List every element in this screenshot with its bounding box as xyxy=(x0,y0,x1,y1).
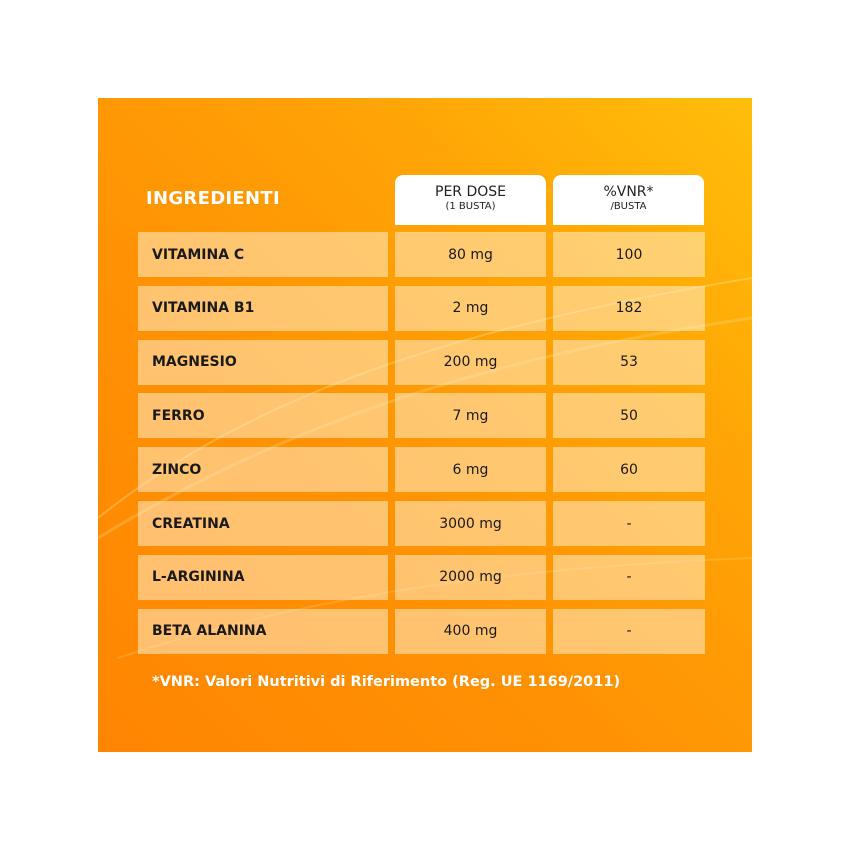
dose-value: 80 mg xyxy=(395,232,546,277)
vnr-value: - xyxy=(553,501,705,546)
header-vnr: %VNR* /BUSTA xyxy=(553,175,704,225)
header-per-dose: PER DOSE (1 BUSTA) xyxy=(395,175,546,225)
vnr-value: 53 xyxy=(553,339,705,385)
ingredient-name: BETA ALANINA xyxy=(138,608,388,654)
header-per-dose-sub: (1 BUSTA) xyxy=(445,201,496,212)
footnote: *VNR: Valori Nutritivi di Riferimento (R… xyxy=(152,674,621,690)
ingredient-name: VITAMINA C xyxy=(138,232,388,277)
ingredient-name: L-ARGININA xyxy=(138,554,388,600)
vnr-value: 60 xyxy=(553,447,705,493)
header-per-dose-label: PER DOSE xyxy=(435,184,506,200)
ingredient-name: ZINCO xyxy=(138,447,388,493)
vnr-value: - xyxy=(553,554,705,600)
vnr-value: 100 xyxy=(553,232,705,277)
header-vnr-sub: /BUSTA xyxy=(610,201,647,212)
header-vnr-label: %VNR* xyxy=(603,184,654,200)
dose-value: 2000 mg xyxy=(395,554,546,600)
ingredients-title: INGREDIENTI xyxy=(146,188,280,209)
ingredient-name: CREATINA xyxy=(138,501,388,546)
vnr-value: 182 xyxy=(553,285,705,331)
ingredient-name: MAGNESIO xyxy=(138,339,388,385)
ingredient-name: VITAMINA B1 xyxy=(138,285,388,331)
dose-value: 200 mg xyxy=(395,339,546,385)
dose-value: 2 mg xyxy=(395,285,546,331)
vnr-value: 50 xyxy=(553,393,705,439)
vnr-value: - xyxy=(553,608,705,654)
dose-value: 3000 mg xyxy=(395,501,546,546)
dose-value: 400 mg xyxy=(395,608,546,654)
dose-value: 7 mg xyxy=(395,393,546,439)
dose-value: 6 mg xyxy=(395,447,546,493)
nutrition-panel: INGREDIENTI PER DOSE (1 BUSTA) %VNR* /BU… xyxy=(98,98,752,752)
ingredient-name: FERRO xyxy=(138,393,388,439)
